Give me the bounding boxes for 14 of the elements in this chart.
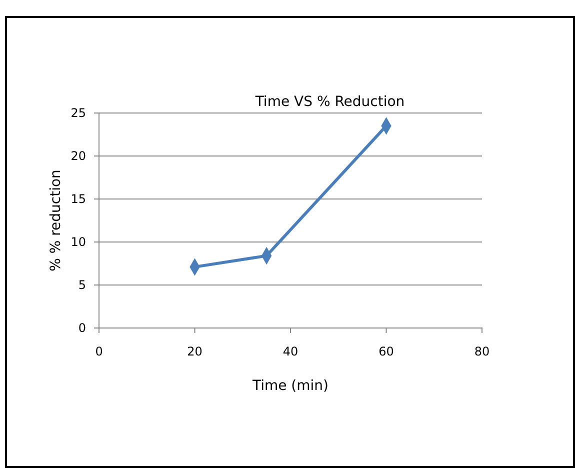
x-tick-label: 20: [187, 344, 202, 359]
x-axis-title: Time (min): [251, 378, 329, 394]
y-tick-label: 0: [78, 320, 86, 335]
y-axis-title: % % reduction: [48, 170, 64, 272]
y-tick-label: 15: [70, 192, 86, 206]
x-tick-label: 40: [282, 344, 298, 359]
chart-title: Time VS % Reduction: [254, 94, 405, 110]
x-tick-label: 80: [474, 344, 490, 359]
y-tick-label: 20: [70, 148, 86, 163]
x-tick-label: 0: [95, 344, 103, 359]
y-tick-label: 10: [70, 234, 86, 249]
y-tick-label: 25: [70, 106, 86, 120]
y-tick-label: 5: [78, 278, 86, 292]
x-tick-label: 60: [378, 344, 394, 359]
